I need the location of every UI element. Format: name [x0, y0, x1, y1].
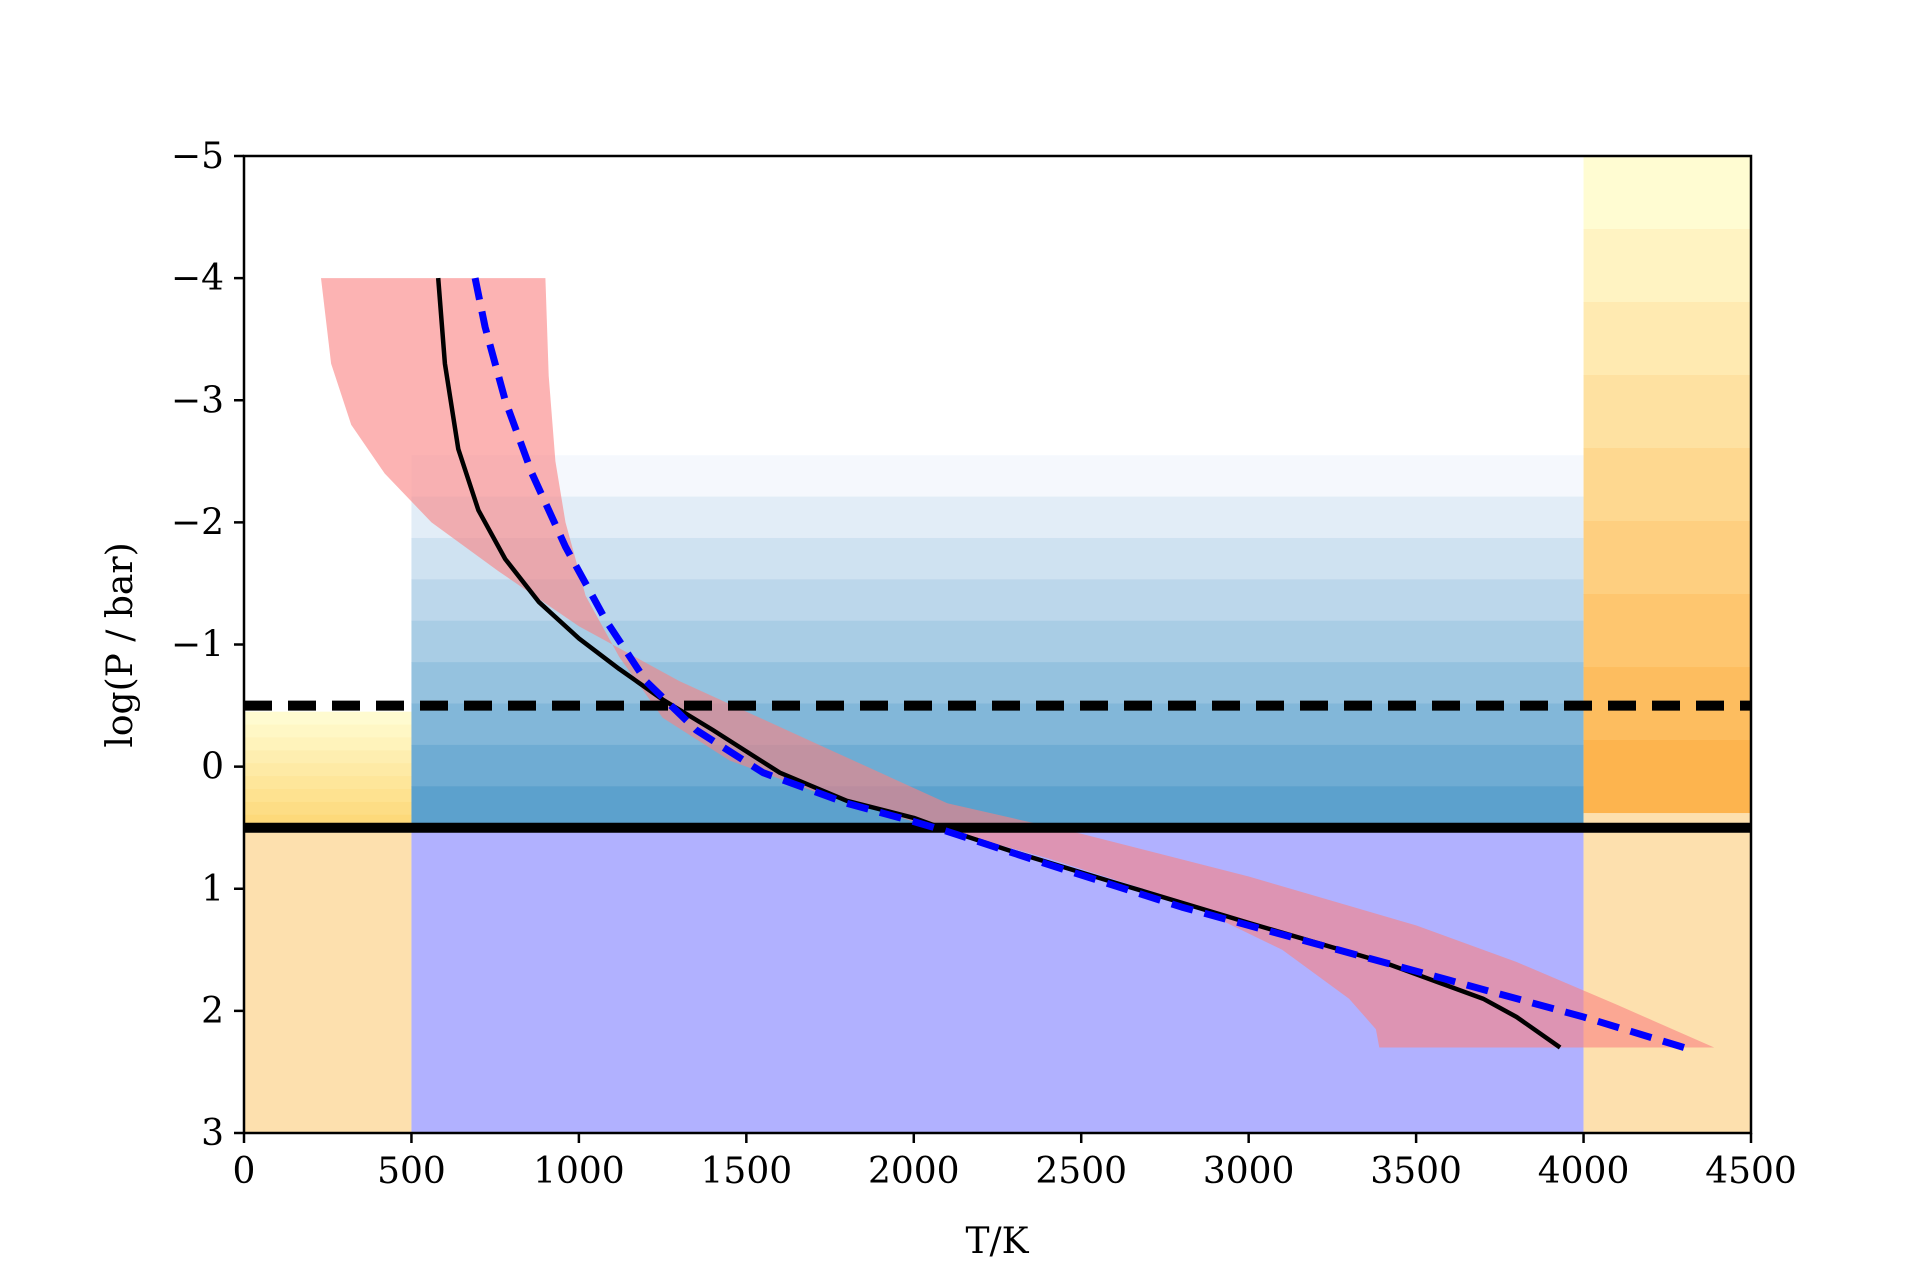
left-upper-gradient-band-1	[244, 711, 412, 726]
right-upper-gradient-band-7	[1583, 594, 1751, 668]
reference-lines	[244, 700, 1751, 833]
right-upper-gradient-band-6	[1583, 521, 1751, 595]
middle-upper-gradient-band-1	[411, 455, 1584, 498]
y-tick-label: −4	[171, 258, 224, 299]
middle-upper-gradient-band-4	[411, 579, 1584, 622]
y-axis-ticks: −5 −4 −3 −2 −1 0 1 2 3	[171, 136, 244, 1154]
right-upper-gradient-band-5	[1583, 448, 1751, 522]
x-tick-label: 500	[377, 1151, 446, 1192]
middle-upper-gradient-band-3	[411, 537, 1584, 580]
x-tick-label: 0	[233, 1151, 256, 1192]
y-tick-label: 2	[201, 991, 224, 1032]
x-tick-label: 2500	[1035, 1151, 1127, 1192]
left-upper-gradient-band-8	[244, 801, 412, 816]
right-upper-gradient-band-3	[1583, 302, 1751, 376]
left-upper-gradient-band-5	[244, 763, 412, 777]
y-tick-label: −2	[171, 502, 224, 543]
right-upper-gradient-band-9	[1583, 740, 1751, 814]
y-axis-label: log(P / bar)	[100, 542, 141, 747]
right-lower	[1583, 813, 1751, 1133]
right-upper-gradient-band-1	[1583, 156, 1751, 230]
x-axis-ticks: 0 500 1000 1500 2000 2500 3000 3500 4000 4500	[233, 1133, 1797, 1192]
y-tick-label: −3	[171, 380, 224, 421]
y-tick-label: 3	[201, 1113, 224, 1154]
x-tick-label: 3500	[1370, 1151, 1462, 1192]
left-upper-gradient-band-2	[244, 724, 412, 739]
y-tick-label: 0	[201, 747, 224, 788]
x-tick-label: 1000	[533, 1151, 625, 1192]
uncertainty-band	[321, 278, 1715, 1048]
middle-upper-gradient-band-2	[411, 496, 1584, 539]
middle-upper-gradient-band-8	[411, 744, 1584, 787]
pressure-temperature-band	[321, 278, 1715, 1048]
y-tick-label: 1	[201, 869, 224, 910]
y-tick-label: −1	[171, 625, 224, 666]
left-lower	[244, 827, 412, 1133]
x-axis-label: T/K	[965, 1221, 1029, 1262]
x-tick-label: 4500	[1705, 1151, 1797, 1192]
series-lines	[435, 277, 1686, 1051]
x-tick-label: 2000	[868, 1151, 960, 1192]
right-upper-gradient-band-4	[1583, 375, 1751, 449]
blue-dashed-profile-line	[471, 277, 1686, 1051]
left-upper-gradient-band-6	[244, 776, 412, 790]
x-tick-label: 4000	[1538, 1151, 1630, 1192]
left-upper-gradient-band-4	[244, 750, 412, 764]
x-tick-label: 1500	[701, 1151, 793, 1192]
left-upper-gradient-band-7	[244, 789, 412, 803]
y-tick-label: −5	[171, 136, 224, 177]
middle-upper-gradient-band-6	[411, 662, 1584, 705]
x-tick-label: 3000	[1203, 1151, 1295, 1192]
right-upper-gradient-band-2	[1583, 229, 1751, 303]
left-upper-gradient-band-3	[244, 737, 412, 751]
